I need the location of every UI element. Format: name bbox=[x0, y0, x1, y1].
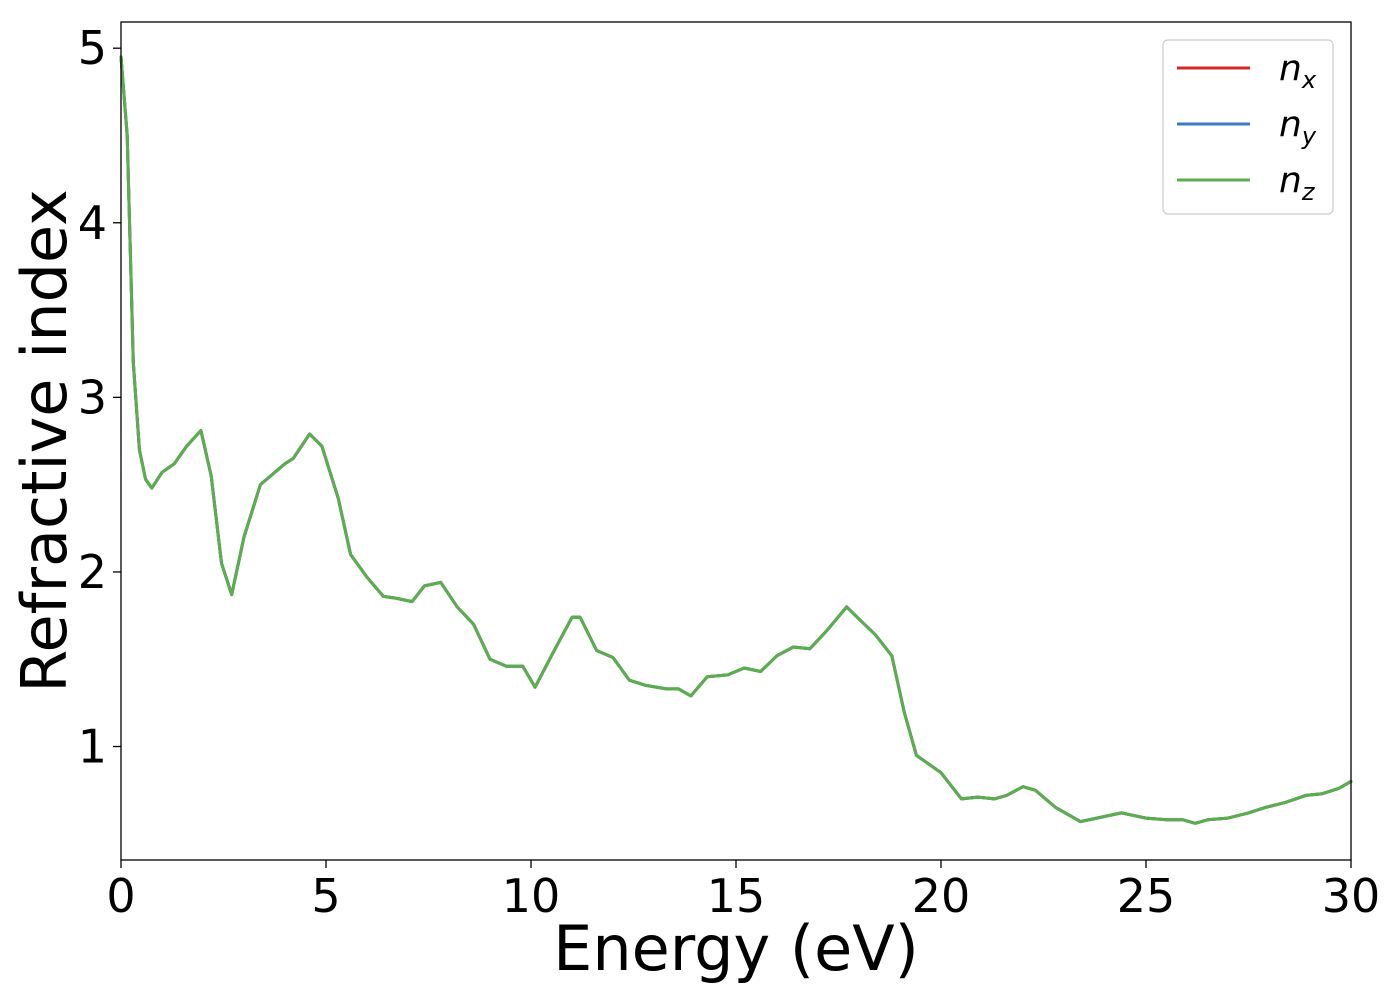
y-tick-label: 2 bbox=[78, 545, 107, 599]
legend-label-y: ny bbox=[1279, 104, 1317, 150]
x-tick-label: 0 bbox=[106, 869, 135, 923]
y-axis-ticks: 1 2 3 4 5 bbox=[78, 21, 121, 774]
series-layer bbox=[119, 55, 1353, 825]
legend-label-x: nx bbox=[1279, 48, 1317, 94]
x-tick-label: 25 bbox=[1117, 869, 1176, 923]
x-tick-label: 10 bbox=[502, 869, 561, 923]
legend-label-z: nz bbox=[1279, 160, 1316, 206]
legend: nx ny nz bbox=[1162, 39, 1334, 215]
series-line-z bbox=[119, 55, 1353, 825]
legend-items: nx ny nz bbox=[1177, 48, 1317, 206]
legend-box bbox=[1162, 39, 1334, 215]
x-tick-label: 20 bbox=[912, 869, 971, 923]
y-axis-label: Refractive index bbox=[8, 189, 81, 693]
x-tick-label: 5 bbox=[311, 869, 340, 923]
y-tick-label: 3 bbox=[78, 370, 107, 424]
y-tick-label: 4 bbox=[78, 196, 107, 250]
y-tick-label: 1 bbox=[78, 720, 107, 774]
x-axis-label: Energy (eV) bbox=[553, 912, 919, 985]
x-axis-ticks: 0 5 10 15 20 25 30 bbox=[106, 860, 1380, 923]
x-tick-label: 30 bbox=[1322, 869, 1381, 923]
x-tick-label: 15 bbox=[707, 869, 766, 923]
y-tick-label: 5 bbox=[78, 21, 107, 75]
